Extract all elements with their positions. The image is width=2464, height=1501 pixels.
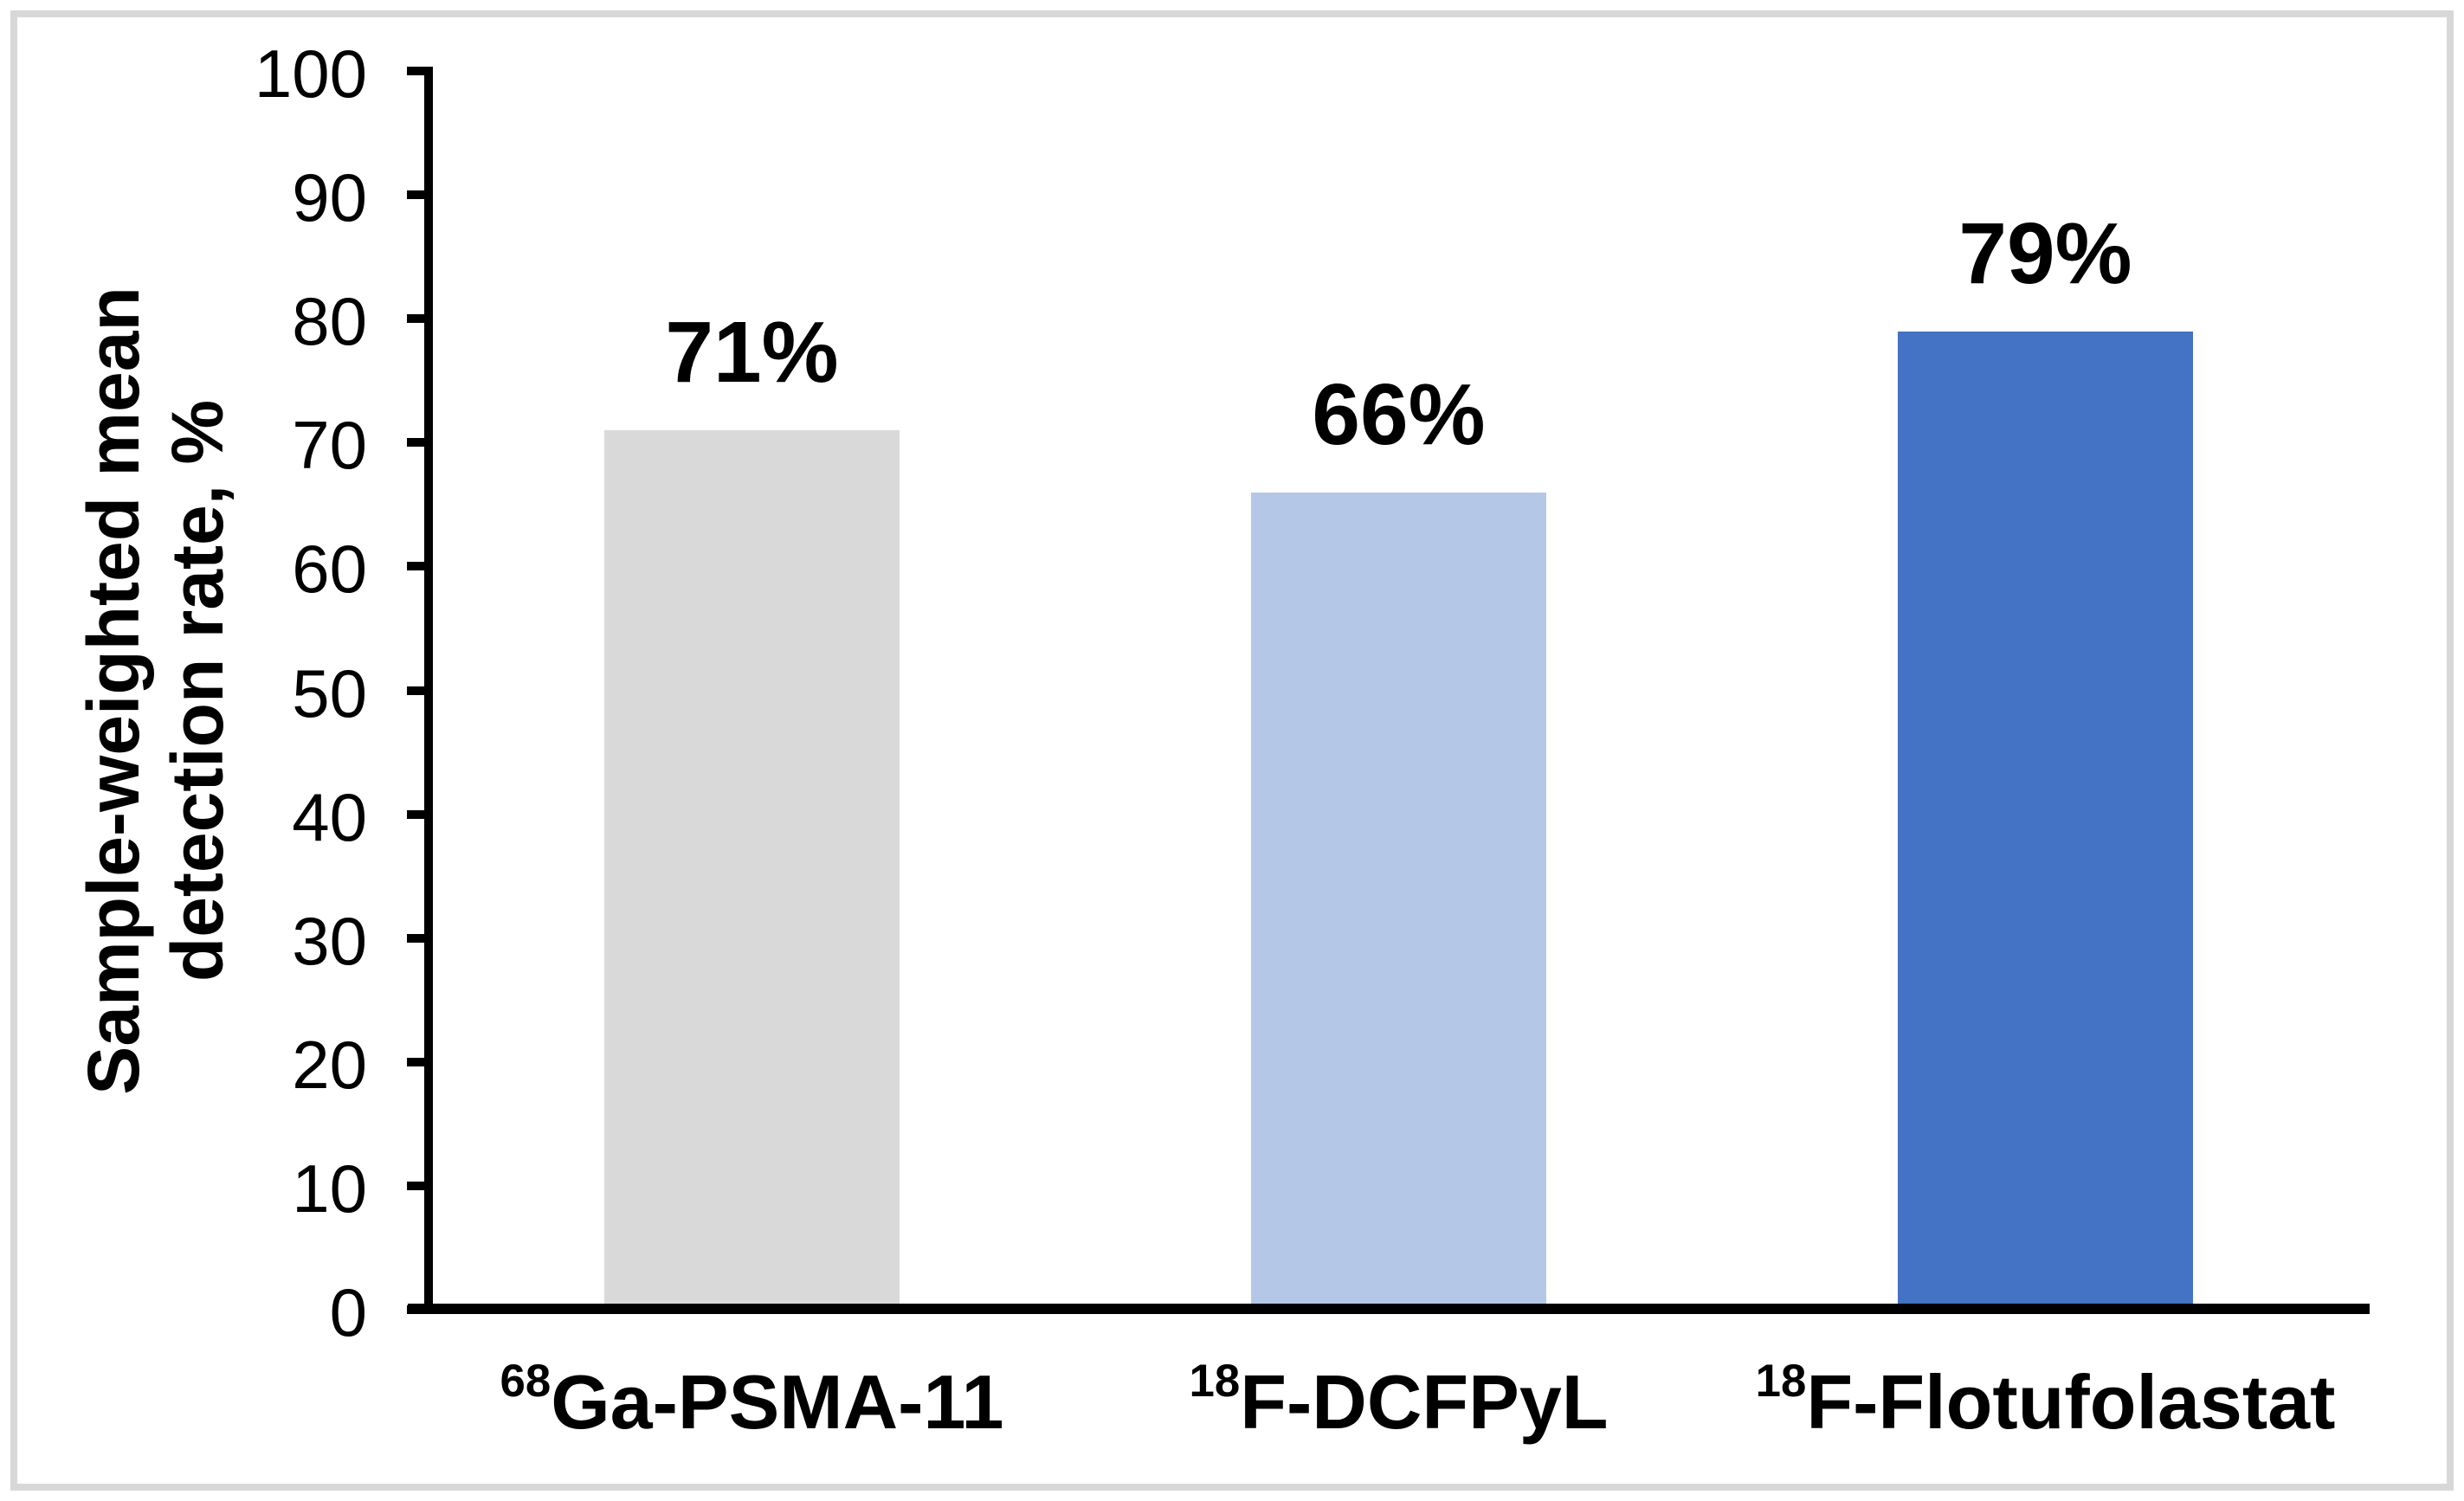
y-tick-label-70: 70 xyxy=(292,407,367,483)
isotope-superscript: 18 xyxy=(1755,1356,1807,1408)
y-tick-mark-100 xyxy=(407,67,424,75)
y-tick-label-100: 100 xyxy=(254,35,367,112)
y-tick-label-80: 80 xyxy=(292,283,367,359)
x-axis-line xyxy=(408,1304,2370,1314)
bar-f-flotufolastat xyxy=(1898,332,2193,1304)
value-label-ga-psma-11: 71% xyxy=(665,304,839,401)
y-tick-mark-70 xyxy=(407,438,424,447)
y-tick-label-10: 10 xyxy=(292,1150,367,1227)
value-label-f-dcfpyl: 66% xyxy=(1312,366,1486,463)
y-tick-mark-60 xyxy=(407,562,424,570)
y-tick-mark-30 xyxy=(407,934,424,943)
y-tick-label-90: 90 xyxy=(292,159,367,235)
value-label-f-flotufolastat: 79% xyxy=(1958,205,2132,302)
bar-f-dcfpyl xyxy=(1251,493,1546,1304)
y-axis-line xyxy=(424,67,433,1311)
y-tick-mark-40 xyxy=(407,810,424,819)
agent-name: F-DCFPyL xyxy=(1240,1359,1609,1445)
category-label-f-dcfpyl: 18F-DCFPyL xyxy=(1074,1358,1723,1445)
y-tick-mark-50 xyxy=(407,686,424,695)
y-tick-label-40: 40 xyxy=(292,779,367,855)
y-tick-label-0: 0 xyxy=(329,1274,367,1350)
figure-border xyxy=(10,10,2454,1491)
agent-name: F-Flotufolastat xyxy=(1806,1359,2336,1445)
isotope-superscript: 68 xyxy=(500,1356,551,1408)
y-tick-mark-10 xyxy=(407,1182,424,1190)
y-tick-mark-80 xyxy=(407,314,424,323)
y-tick-mark-90 xyxy=(407,190,424,199)
agent-name: Ga-PSMA-11 xyxy=(551,1359,1004,1445)
category-label-ga-psma-11: 68Ga-PSMA-11 xyxy=(428,1358,1076,1445)
bar-ga-psma-11 xyxy=(604,430,900,1304)
y-tick-mark-20 xyxy=(407,1058,424,1066)
isotope-superscript: 18 xyxy=(1189,1356,1241,1408)
y-tick-label-30: 30 xyxy=(292,903,367,979)
y-tick-label-50: 50 xyxy=(292,655,367,731)
category-label-f-flotufolastat: 18F-Flotufolastat xyxy=(1721,1358,2370,1445)
y-tick-label-20: 20 xyxy=(292,1027,367,1103)
y-tick-label-60: 60 xyxy=(292,531,367,607)
